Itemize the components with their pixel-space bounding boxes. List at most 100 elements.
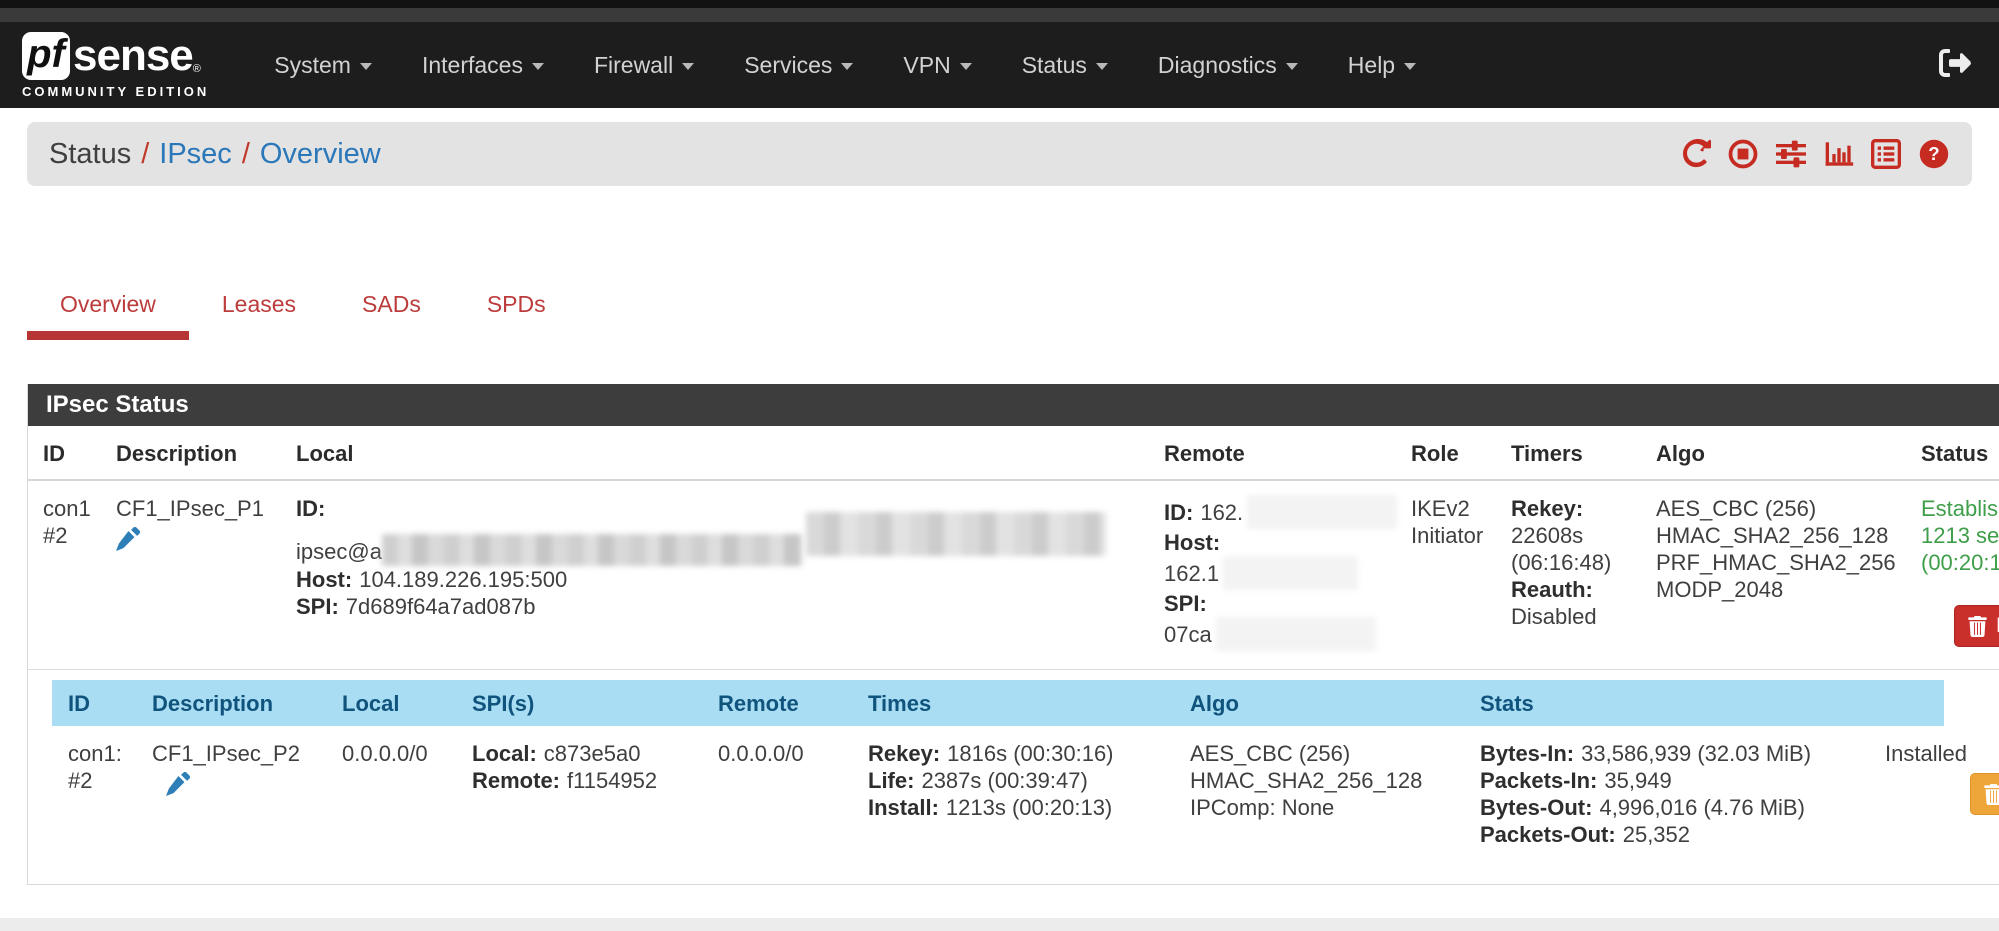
nav-menu: System Interfaces Firewall Services VPN … [249,22,1441,108]
redacted-text [381,534,802,566]
chevron-down-icon [1404,63,1417,70]
nav-item-status[interactable]: Status [997,22,1133,108]
bar-chart-icon[interactable] [1824,139,1854,169]
chevron-down-icon [359,63,372,70]
nav-item-label: Status [1021,51,1087,78]
breadcrumb-separator: / [241,137,250,170]
nav-item-label: System [274,51,351,78]
disconnect-label: Disconnect [1996,614,1999,638]
cell-remote: 0.0.0.0/0 [718,741,804,766]
chevron-down-icon [1285,63,1298,70]
nav-item-label: Diagnostics [1157,51,1277,78]
breadcrumb-link-ipsec[interactable]: IPsec [159,137,232,170]
status-established: Established [1921,496,1999,521]
nav-item-diagnostics[interactable]: Diagnostics [1133,22,1323,108]
col-header-remote: Remote [718,690,799,716]
col-header-description: Description [116,441,238,466]
chevron-down-icon [841,63,854,70]
navbar: pf sense ® COMMUNITY EDITION System Inte… [0,22,1999,108]
nav-item-vpn[interactable]: VPN [878,22,996,108]
nav-item-interfaces[interactable]: Interfaces [397,22,569,108]
breadcrumb-actions: ? [1681,138,1950,170]
col-header-description: Description [152,690,274,716]
registered-mark: ® [192,63,201,75]
table-row: con1: #2 CF1_IPsec_P2 0.0.0.0/0 Local: c8… [52,726,1999,848]
col-header-stats: Stats [1480,690,1534,716]
breadcrumb-link-overview[interactable]: Overview [259,137,381,170]
logo-text: sense [73,31,194,80]
filter-sliders-icon[interactable] [1775,139,1807,169]
chevron-down-icon [1095,63,1108,70]
redacted-text [805,512,1106,556]
col-header-times: Times [868,690,932,716]
cell-description: CF1_IPsec_P2 [136,726,326,848]
redacted-text [1223,556,1359,590]
chevron-down-icon [531,63,544,70]
tab-leases[interactable]: Leases [221,291,297,317]
cell-status: Established 1213 seconds (00:20:13) ago … [1906,481,1999,669]
col-header-id: ID [68,690,90,716]
chevron-down-icon [682,63,695,70]
tab-overview[interactable]: Overview [27,278,189,340]
redacted-text [1215,617,1376,651]
cell-stats: Bytes-In: 33,586,939 (32.03 MiB) Packets-… [1480,741,1812,847]
cell-remote: ID: 162. Host: 162.1 SPI: 07ca [1149,481,1398,669]
help-icon[interactable]: ? [1918,138,1950,170]
cell-timers: Rekey: 22608s (06:16:48) Reauth: Disable… [1511,496,1612,629]
child-table-header: ID Description Local SPI(s) Remote Times… [52,680,1944,726]
disconnect-button[interactable]: Disconnect [1954,605,1999,647]
nav-item-help[interactable]: Help [1323,22,1441,108]
nav-item-label: Interfaces [421,51,523,78]
stop-icon[interactable] [1728,139,1758,169]
edit-pencil-icon[interactable] [166,772,190,802]
nav-item-services[interactable]: Services [719,22,878,108]
cell-id: con1 #2 [43,496,91,548]
cell-description: CF1_IPsec_P1 [101,481,281,669]
logo-subtitle: COMMUNITY EDITION [22,84,210,99]
col-header-spis: SPI(s) [472,690,535,716]
trash-icon [1984,783,1999,805]
col-header-status: Status [1921,441,1989,466]
ike-table-header: ID Description Local Remote Role Timers … [28,426,1999,481]
sign-out-icon[interactable] [1939,47,1971,84]
cell-local: ID: ipsec@a Host: 104.189.226.195:500 SPI… [281,481,1149,669]
table-row: con1 #2 CF1_IPsec_P1 ID: ipsec@a Host: 10… [28,481,1999,670]
cell-algo: AES_CBC (256) HMAC_SHA2_256_128 PRF_HMAC… [1656,496,1896,602]
pf-logo-box: pf [22,32,70,80]
col-header-local: Local [296,441,354,466]
edit-pencil-icon[interactable] [116,527,140,557]
cell-spis: Local: c873e5a0 Remote: f1154952 [472,741,658,793]
cell-status: Installed Disconnect [1869,726,1999,848]
nav-item-label: Firewall [593,51,674,78]
refresh-icon[interactable] [1681,139,1711,169]
col-header-timers: Timers [1511,441,1583,466]
breadcrumb: Status / IPsec / Overview ? [27,122,1972,186]
redacted-text [1247,495,1398,529]
chevron-down-icon [959,63,972,70]
col-header-role: Role [1411,441,1459,466]
col-header-algo: Algo [1656,441,1705,466]
breadcrumb-separator: / [141,137,150,170]
disconnect-button[interactable]: Disconnect [1970,773,1999,815]
cell-times: Rekey: 1816s (00:30:16) Life: 2387s (00:39… [868,741,1114,820]
list-icon[interactable] [1871,139,1901,169]
trash-icon [1968,615,1987,637]
col-header-algo: Algo [1190,690,1239,716]
nav-item-label: Help [1347,51,1396,78]
cell-id: con1: #2 [68,741,122,793]
nav-item-firewall[interactable]: Firewall [569,22,719,108]
ipsec-status-panel: IPsec Status ID Description Local Remote… [27,384,1999,885]
col-header-remote: Remote [1164,441,1245,466]
child-sa-table: ID Description Local SPI(s) Remote Times… [52,680,1999,848]
nav-item-system[interactable]: System [249,22,397,108]
browser-top-strip [0,0,1999,8]
status-installed: Installed [1885,741,1967,766]
nav-item-label: Services [744,51,833,78]
pfsense-logo[interactable]: pf sense ® COMMUNITY EDITION [22,31,209,99]
tab-spds[interactable]: SPDs [486,291,546,317]
tab-bar: Overview Leases SADs SPDs [27,278,579,340]
nav-item-label: VPN [903,51,951,78]
breadcrumb-root: Status [49,137,132,170]
tab-sads[interactable]: SADs [362,291,421,317]
svg-text:?: ? [1928,143,1939,164]
